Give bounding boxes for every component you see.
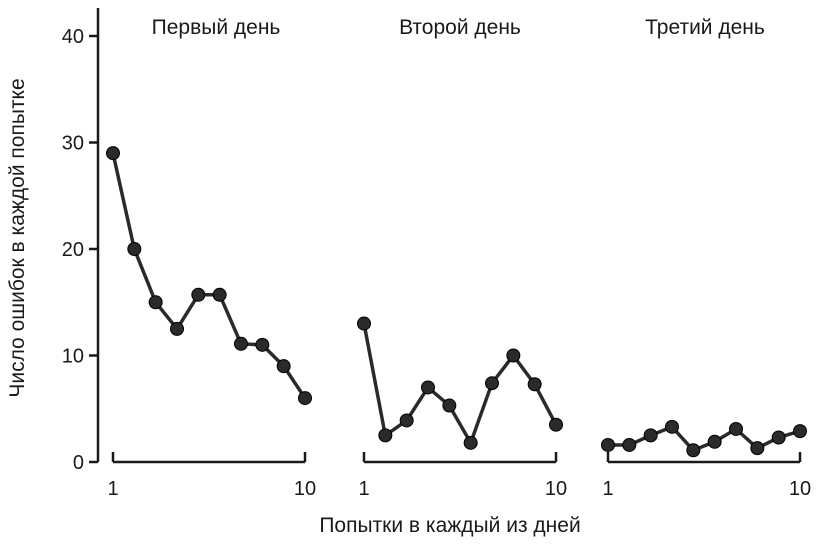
data-point — [255, 337, 270, 352]
x-axis-label: Попытки в каждый из дней — [319, 514, 580, 537]
data-point — [707, 434, 722, 449]
data-point — [729, 421, 743, 436]
panel-2: Второй день 1 10 — [357, 16, 567, 500]
panel-1: Первый день 1 10 — [106, 16, 316, 500]
data-point — [527, 377, 542, 392]
x-tick-label: 10 — [789, 478, 811, 500]
panel-3: Третий день 1 10 — [601, 16, 811, 500]
y-tick-label: 40 — [62, 26, 84, 48]
data-point — [750, 441, 765, 456]
series-line — [362, 323, 558, 445]
panel-title: Первый день — [152, 16, 281, 39]
data-point — [421, 380, 435, 395]
data-point — [643, 428, 658, 443]
data-point — [378, 428, 393, 443]
data-point — [127, 242, 142, 256]
y-tick-label: 30 — [62, 133, 84, 155]
series-line — [111, 152, 307, 400]
data-point — [665, 419, 679, 434]
data-point — [212, 287, 227, 302]
x-tick-label: 10 — [545, 478, 567, 500]
x-tick-label: 1 — [602, 478, 613, 500]
data-point — [298, 391, 312, 406]
data-point — [442, 398, 457, 413]
panel-title: Третий день — [645, 16, 765, 39]
data-point — [170, 321, 184, 336]
data-point — [686, 443, 701, 458]
series-line — [608, 425, 801, 453]
data-point — [549, 417, 563, 432]
data-point — [357, 316, 371, 331]
data-point — [463, 435, 478, 450]
data-point — [148, 295, 163, 310]
data-point — [106, 146, 120, 161]
x-tick-label: 10 — [294, 478, 316, 500]
data-point — [601, 437, 615, 452]
data-point — [276, 359, 291, 374]
data-point — [399, 413, 414, 428]
x-tick-label: 1 — [107, 478, 118, 500]
x-tick-label: 1 — [358, 478, 369, 500]
panel-title: Второй день — [399, 16, 521, 39]
data-point — [506, 348, 521, 363]
y-axis: 0 10 20 30 40 — [62, 8, 100, 474]
data-point — [793, 424, 807, 439]
data-point — [485, 376, 499, 391]
y-tick-label: 0 — [73, 452, 84, 474]
y-tick-label: 10 — [62, 346, 84, 368]
data-point — [234, 336, 248, 351]
data-point — [771, 430, 786, 445]
y-tick-label: 20 — [62, 239, 84, 261]
y-axis-label: Число ошибок в каждой попытке — [6, 78, 29, 397]
data-point — [191, 287, 206, 302]
data-point — [622, 437, 637, 452]
chart-panels: Первый день 1 10 Второй день 1 10 Третий день 1… — [106, 16, 811, 500]
